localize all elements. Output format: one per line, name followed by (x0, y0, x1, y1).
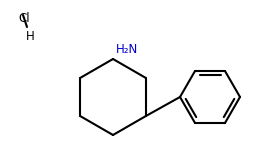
Text: H: H (26, 30, 34, 43)
Text: H₂N: H₂N (116, 43, 138, 56)
Text: Cl: Cl (18, 12, 30, 25)
